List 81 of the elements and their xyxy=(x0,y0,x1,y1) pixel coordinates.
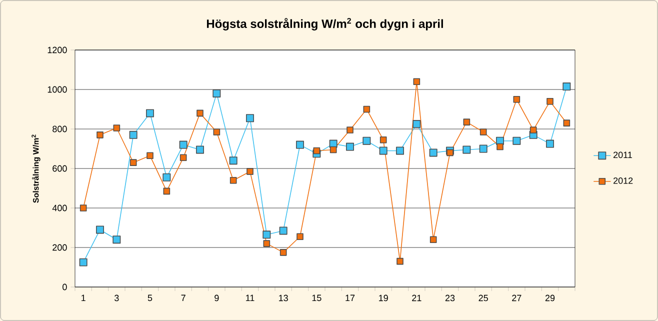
point xyxy=(113,124,120,132)
point xyxy=(179,140,188,149)
x-tick-label: 9 xyxy=(214,294,219,302)
point xyxy=(530,126,537,134)
point xyxy=(413,78,420,85)
point xyxy=(496,143,504,150)
y-tick-label: 400 xyxy=(52,204,67,212)
point xyxy=(430,236,437,243)
x-tick-label: 25 xyxy=(478,294,488,302)
point xyxy=(462,146,471,154)
x-tick-label: 11 xyxy=(246,294,254,301)
point xyxy=(363,106,370,113)
y-tick-label: 0 xyxy=(62,284,67,290)
point xyxy=(130,159,137,166)
point xyxy=(246,168,254,175)
point xyxy=(396,146,404,155)
point xyxy=(346,126,354,134)
point xyxy=(129,130,138,139)
x-tick-label: 17 xyxy=(346,294,355,301)
point xyxy=(512,136,521,145)
point xyxy=(412,120,421,128)
y-tick-label: 1200 xyxy=(48,46,67,54)
point xyxy=(96,132,104,138)
point xyxy=(429,148,438,157)
point xyxy=(346,142,354,151)
chart-title: Högsta solstrålning W/m$^{2}$ och dygn i april xyxy=(206,18,443,30)
point xyxy=(163,188,170,195)
point xyxy=(396,258,404,265)
x-tick-label: 21 xyxy=(412,294,422,302)
point xyxy=(80,204,87,212)
text: Solstrålning W/m$^{2}$ xyxy=(32,134,40,203)
x-tick-label: 27 xyxy=(512,294,522,302)
x-tick-label: 15 xyxy=(312,294,322,302)
point xyxy=(79,258,88,266)
point xyxy=(262,230,271,239)
point xyxy=(446,149,454,156)
point xyxy=(96,226,104,234)
point xyxy=(230,176,237,184)
point xyxy=(463,118,470,126)
point xyxy=(279,226,288,235)
point xyxy=(212,89,221,98)
x-tick-label: 1 xyxy=(82,294,86,301)
point xyxy=(246,114,254,122)
point xyxy=(229,156,238,165)
x-tick-label: 13 xyxy=(279,294,288,302)
point xyxy=(296,140,304,149)
legend-label: 2011 xyxy=(614,152,632,158)
y-tick-label: 1000 xyxy=(48,86,67,93)
legend-label: 2012 xyxy=(614,177,633,184)
point xyxy=(380,136,387,144)
point xyxy=(313,147,320,154)
point xyxy=(362,136,371,145)
point xyxy=(196,146,204,154)
point xyxy=(263,240,270,247)
x-tick-label: 19 xyxy=(379,294,388,302)
point xyxy=(180,154,187,162)
y-tick-label: 800 xyxy=(52,126,67,132)
point xyxy=(280,249,287,256)
point xyxy=(379,146,388,155)
point xyxy=(480,128,487,136)
point xyxy=(146,152,154,160)
x-tick-label: 7 xyxy=(181,294,186,301)
point xyxy=(296,233,304,240)
point xyxy=(146,109,154,118)
x-tick-label: 5 xyxy=(148,294,152,302)
point xyxy=(330,146,337,154)
point xyxy=(162,173,171,182)
point xyxy=(513,96,520,103)
point xyxy=(196,110,204,117)
point xyxy=(546,140,554,148)
y-tick-label: 200 xyxy=(52,244,67,251)
point xyxy=(546,98,554,105)
point xyxy=(479,144,488,153)
point xyxy=(563,120,570,126)
y-tick-label: 600 xyxy=(52,165,67,172)
x-tick-label: 29 xyxy=(545,294,555,302)
x-tick-label: 23 xyxy=(445,294,455,302)
x-tick-label: 3 xyxy=(114,294,119,302)
point xyxy=(112,236,121,244)
point xyxy=(562,82,571,91)
point xyxy=(213,128,220,136)
